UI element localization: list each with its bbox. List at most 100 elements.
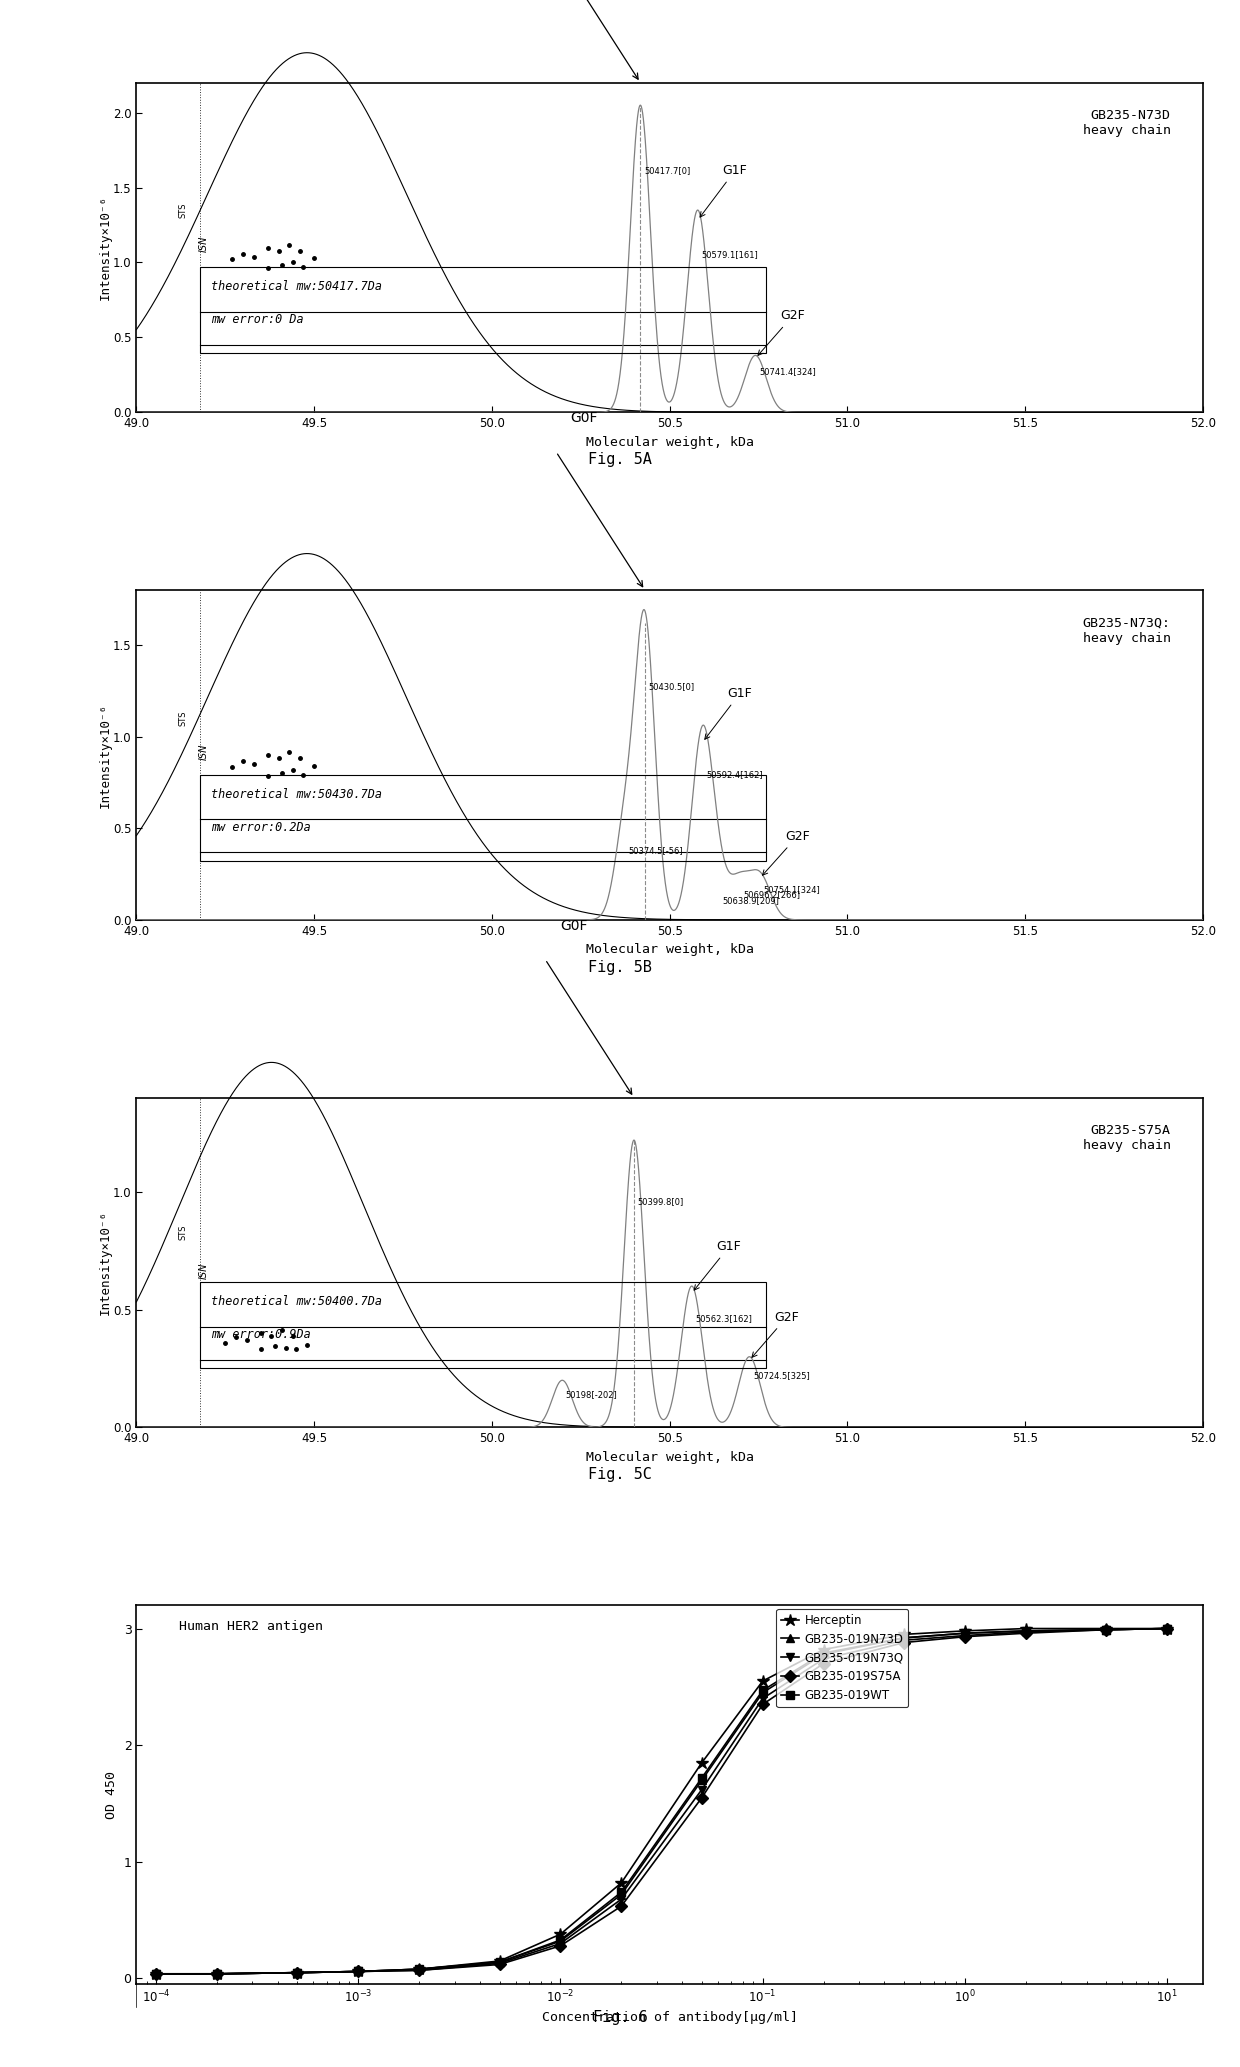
- GB235-019N73D: [351, 1960, 366, 1984]
- GB235-019N73Q: [816, 1647, 831, 1672]
- GB235-019S75A: [694, 1786, 709, 1811]
- GB235-019WT: [614, 1879, 629, 1904]
- Text: ISN: ISN: [198, 1263, 208, 1279]
- GB235-019S75A: [290, 1960, 305, 1984]
- GB235-019N73D: [694, 1767, 709, 1792]
- Text: STS: STS: [179, 711, 187, 726]
- Text: 50754.1[324]: 50754.1[324]: [764, 885, 820, 893]
- Line: Herceptin: Herceptin: [150, 1623, 1173, 1980]
- GB235-019N73Q: [351, 1960, 366, 1984]
- GB235-019N73D: [149, 1962, 164, 1986]
- Text: Human HER2 antigen: Human HER2 antigen: [179, 1621, 324, 1633]
- Text: 50696.2[266]: 50696.2[266]: [743, 891, 800, 899]
- Herceptin: [816, 1637, 831, 1662]
- GB235-019N73Q: [1159, 1616, 1174, 1641]
- Text: 50579.1[161]: 50579.1[161]: [702, 250, 758, 260]
- GB235-019N73D: [957, 1621, 972, 1645]
- Text: STS: STS: [179, 1226, 187, 1240]
- GB235-019N73Q: [149, 1962, 164, 1986]
- Text: ISN: ISN: [198, 744, 208, 761]
- Text: G2F: G2F: [758, 310, 805, 356]
- Text: Fig. 5A: Fig. 5A: [588, 453, 652, 467]
- Text: 50417.7[0]: 50417.7[0]: [644, 167, 691, 176]
- GB235-019S75A: [897, 1631, 911, 1656]
- Text: GB235-N73D
heavy chain: GB235-N73D heavy chain: [1083, 110, 1171, 136]
- Text: G2F: G2F: [751, 1310, 799, 1358]
- Text: theoretical mw:50417.7Da: theoretical mw:50417.7Da: [211, 281, 382, 294]
- Text: G1F: G1F: [701, 163, 748, 217]
- Text: Fig. 5C: Fig. 5C: [588, 1468, 652, 1482]
- GB235-019N73D: [1018, 1618, 1033, 1643]
- Herceptin: [210, 1962, 224, 1986]
- Text: 50430.5[0]: 50430.5[0]: [649, 682, 694, 692]
- Text: Fig. 5B: Fig. 5B: [588, 959, 652, 974]
- Text: 50198[-202]: 50198[-202]: [565, 1389, 618, 1399]
- Herceptin: [1159, 1616, 1174, 1641]
- GB235-019N73D: [614, 1883, 629, 1908]
- GB235-019N73D: [492, 1949, 507, 1974]
- GB235-019N73D: [412, 1957, 427, 1982]
- Herceptin: [351, 1960, 366, 1984]
- GB235-019WT: [1099, 1616, 1114, 1641]
- Line: GB235-019N73Q: GB235-019N73Q: [151, 1625, 1172, 1978]
- GB235-019WT: [290, 1960, 305, 1984]
- GB235-019N73Q: [1099, 1616, 1114, 1641]
- GB235-019N73Q: [492, 1951, 507, 1976]
- Text: Fig. 6: Fig. 6: [593, 2009, 647, 2024]
- Herceptin: [1099, 1616, 1114, 1641]
- Herceptin: [614, 1871, 629, 1895]
- GB235-019WT: [351, 1960, 366, 1984]
- Line: GB235-019N73D: GB235-019N73D: [151, 1625, 1172, 1978]
- Text: G0F: G0F: [559, 920, 588, 932]
- Y-axis label: Intensity×10⁻⁶: Intensity×10⁻⁶: [98, 703, 112, 808]
- Herceptin: [290, 1960, 305, 1984]
- Text: mw error:0.9Da: mw error:0.9Da: [211, 1329, 311, 1341]
- Text: GB235-S75A
heavy chain: GB235-S75A heavy chain: [1083, 1124, 1171, 1151]
- Herceptin: [412, 1957, 427, 1982]
- GB235-019S75A: [553, 1933, 568, 1957]
- GB235-019WT: [1018, 1618, 1033, 1643]
- GB235-019S75A: [210, 1962, 224, 1986]
- Text: ISN: ISN: [198, 236, 208, 252]
- Text: theoretical mw:50430.7Da: theoretical mw:50430.7Da: [211, 788, 382, 802]
- GB235-019WT: [957, 1621, 972, 1645]
- GB235-019WT: [492, 1949, 507, 1974]
- Text: 50638.9[209]: 50638.9[209]: [723, 897, 780, 905]
- GB235-019N73Q: [614, 1887, 629, 1912]
- GB235-019N73Q: [210, 1962, 224, 1986]
- Line: GB235-019S75A: GB235-019S75A: [151, 1625, 1172, 1978]
- GB235-019N73Q: [694, 1778, 709, 1802]
- X-axis label: Molecular weight, kDa: Molecular weight, kDa: [585, 943, 754, 957]
- GB235-019S75A: [614, 1893, 629, 1918]
- GB235-019N73D: [1159, 1616, 1174, 1641]
- X-axis label: Molecular weight, kDa: Molecular weight, kDa: [585, 1451, 754, 1463]
- GB235-019S75A: [492, 1951, 507, 1976]
- GB235-019WT: [1159, 1616, 1174, 1641]
- GB235-019WT: [694, 1765, 709, 1790]
- Text: 50399.8[0]: 50399.8[0]: [637, 1197, 683, 1207]
- Line: GB235-019WT: GB235-019WT: [151, 1625, 1172, 1978]
- GB235-019N73D: [553, 1929, 568, 1953]
- Legend: Herceptin, GB235-019N73D, GB235-019N73Q, GB235-019S75A, GB235-019WT: Herceptin, GB235-019N73D, GB235-019N73Q,…: [776, 1608, 909, 1707]
- X-axis label: Concentration of antibody[μg/ml]: Concentration of antibody[μg/ml]: [542, 2011, 797, 2024]
- Text: STS: STS: [179, 203, 187, 219]
- GB235-019WT: [553, 1929, 568, 1953]
- Herceptin: [553, 1922, 568, 1947]
- GB235-019N73Q: [553, 1931, 568, 1955]
- Herceptin: [755, 1668, 770, 1693]
- Text: G2F: G2F: [763, 831, 810, 874]
- Text: mw error:0 Da: mw error:0 Da: [211, 314, 304, 327]
- Text: 50724.5[325]: 50724.5[325]: [753, 1370, 810, 1381]
- GB235-019N73Q: [755, 1687, 770, 1711]
- GB235-019N73D: [755, 1680, 770, 1705]
- Text: 50562.3[162]: 50562.3[162]: [696, 1315, 753, 1323]
- Text: 50592.4[162]: 50592.4[162]: [706, 771, 763, 779]
- GB235-019S75A: [755, 1693, 770, 1718]
- GB235-019N73Q: [957, 1623, 972, 1647]
- Herceptin: [897, 1623, 911, 1647]
- Herceptin: [957, 1618, 972, 1643]
- GB235-019N73D: [816, 1641, 831, 1666]
- GB235-019S75A: [149, 1962, 164, 1986]
- GB235-019N73Q: [290, 1960, 305, 1984]
- GB235-019WT: [210, 1962, 224, 1986]
